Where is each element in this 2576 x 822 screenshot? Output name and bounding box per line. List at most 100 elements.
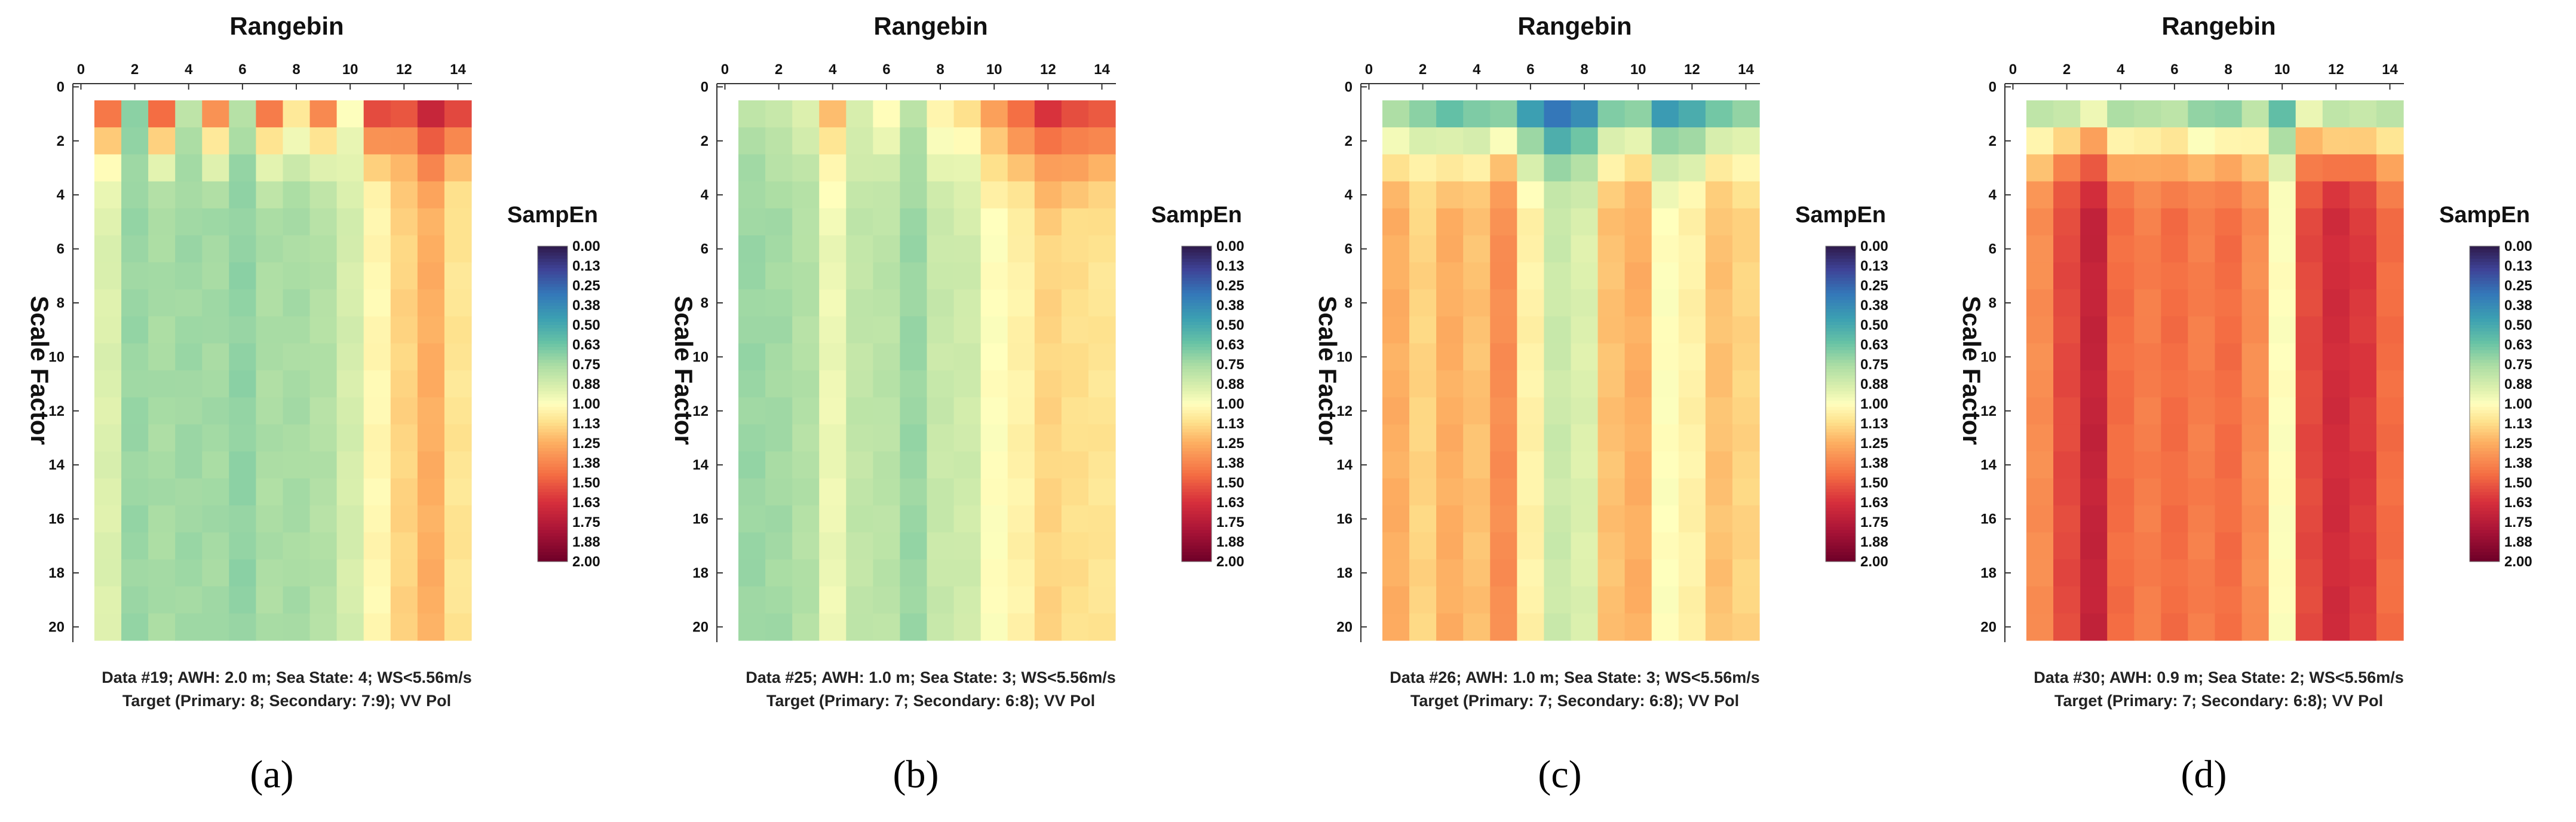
heatmap-cell: [1490, 559, 1517, 587]
colorbar-segment: [2470, 464, 2500, 468]
heatmap-cell: [1490, 424, 1517, 452]
colorbar-segment: [1826, 526, 1856, 530]
heatmap-svg: 0 2 4 6 8 10 12 1402468101214161820RangebinScal…: [1314, 12, 1888, 796]
heatmap-cell: [2026, 127, 2054, 155]
heatmap-cell: [1490, 370, 1517, 398]
heatmap-cell: [1490, 451, 1517, 479]
colorbar-segment: [1826, 356, 1856, 360]
heatmap-cell: [738, 613, 766, 641]
heatmap-cell: [309, 316, 338, 344]
heatmap-cell: [2188, 451, 2216, 479]
heatmap-cell: [1732, 451, 1760, 479]
heatmap-cell: [1436, 208, 1464, 236]
heatmap-cell: [2134, 154, 2161, 182]
heatmap-cell: [1705, 505, 1733, 533]
heatmap-cell: [738, 235, 766, 263]
colorbar-tick-label: 1.88: [2504, 534, 2532, 550]
colorbar-segment: [1182, 555, 1212, 559]
heatmap-cell: [2268, 586, 2296, 614]
heatmap-cell: [738, 478, 766, 506]
heatmap-cell: [1597, 397, 1626, 425]
heatmap-cell: [792, 316, 820, 344]
colorbar-segment: [2470, 350, 2500, 354]
heatmap-cell: [94, 586, 122, 614]
colorbar-tick-label: 0.00: [2504, 238, 2532, 254]
heatmap-cell: [417, 424, 445, 452]
heatmap-cell: [148, 235, 176, 263]
colorbar-segment: [2470, 429, 2500, 433]
heatmap-cell: [1571, 100, 1599, 128]
heatmap-cell: [900, 559, 928, 587]
colorbar-segment: [1826, 271, 1856, 275]
heatmap-cell: [1517, 370, 1545, 398]
colorbar-tick-label: 1.75: [1216, 514, 1244, 530]
heatmap-cell: [927, 478, 955, 506]
heatmap-cell: [2080, 316, 2108, 344]
heatmap-cell: [1544, 451, 1572, 479]
heatmap-cell: [953, 613, 982, 641]
colorbar-segment: [538, 498, 568, 502]
heatmap-cell: [873, 478, 901, 506]
heatmap-cell: [1597, 208, 1626, 236]
heatmap-cell: [980, 424, 1008, 452]
heatmap-cell: [94, 262, 122, 290]
heatmap-cell: [873, 208, 901, 236]
heatmap-cell: [2268, 559, 2296, 587]
heatmap-cell: [94, 316, 122, 344]
heatmap-cell: [229, 586, 257, 614]
heatmap-cell: [1732, 505, 1760, 533]
heatmap-cell: [1732, 613, 1760, 641]
heatmap-cell: [1517, 316, 1545, 344]
heatmap-cell: [1517, 208, 1545, 236]
heatmap-cell: [1597, 559, 1626, 587]
heatmap-cell: [1409, 208, 1437, 236]
y-tick-label: 14: [48, 457, 65, 473]
heatmap-cell: [1597, 316, 1626, 344]
colorbar-segment: [1182, 467, 1212, 471]
heatmap-cell: [390, 424, 418, 452]
colorbar-segment: [1826, 435, 1856, 439]
heatmap-cell: [202, 478, 229, 506]
colorbar-segment: [2470, 397, 2500, 401]
colorbar-segment: [538, 470, 568, 474]
heatmap-cell: [283, 208, 311, 236]
heatmap-cell: [765, 262, 793, 290]
colorbar-segment: [2470, 346, 2500, 351]
heatmap-cell: [283, 127, 311, 155]
heatmap-cell: [444, 370, 472, 398]
colorbar-segment: [1182, 255, 1212, 259]
heatmap-cell: [2026, 100, 2054, 128]
heatmap-cell: [765, 424, 793, 452]
colorbar-segment: [1182, 343, 1212, 348]
heatmap-cell: [175, 559, 203, 587]
heatmap-cell: [2107, 154, 2135, 182]
colorbar-segment: [538, 444, 568, 449]
heatmap-cell: [2295, 451, 2323, 479]
heatmap-cell: [2026, 532, 2054, 560]
colorbar-segment: [2470, 255, 2500, 259]
colorbar-segment: [538, 441, 568, 446]
heatmap-cell: [175, 289, 203, 317]
heatmap-cell: [2376, 235, 2404, 263]
heatmap-cell: [256, 343, 284, 371]
x-tick-label: 14: [2382, 62, 2398, 78]
colorbar-segment: [2470, 378, 2500, 382]
heatmap-cell: [1678, 451, 1706, 479]
colorbar-segment: [2470, 517, 2500, 521]
colorbar-segment: [1182, 432, 1212, 436]
y-tick-label: 12: [1336, 403, 1353, 419]
colorbar-tick-label: 0.88: [1216, 376, 1244, 392]
colorbar-segment: [538, 404, 568, 407]
heatmap-cell: [309, 370, 338, 398]
colorbar-segment: [1182, 473, 1212, 477]
heatmap-cell: [229, 262, 257, 290]
colorbar-segment: [1826, 539, 1856, 543]
heatmap-cell: [1544, 397, 1572, 425]
heatmap-cell: [1007, 262, 1035, 290]
colorbar-tick-label: 1.75: [1860, 514, 1888, 530]
heatmap-cell: [390, 505, 418, 533]
heatmap-cell: [1544, 127, 1572, 155]
heatmap-cell: [1544, 370, 1572, 398]
heatmap-cell: [2295, 370, 2323, 398]
colorbar-segment: [1182, 530, 1212, 534]
